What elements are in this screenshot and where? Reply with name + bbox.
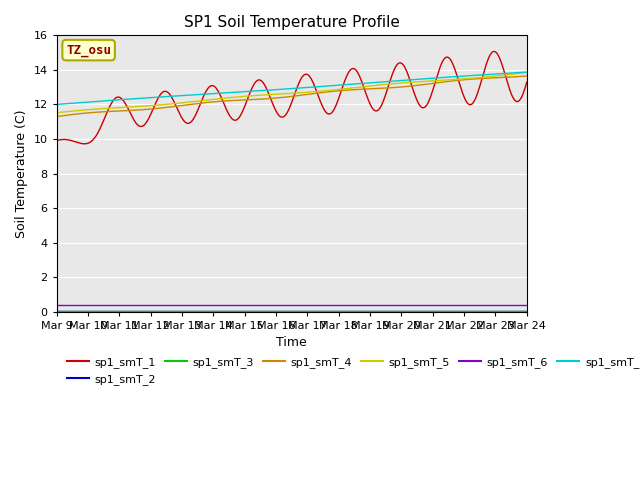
sp1_smT_5 [523,70,531,75]
sp1_smT_3 [53,309,61,314]
sp1_smT_6 [438,302,446,308]
sp1_smT_3 [438,309,446,314]
sp1_smT_7 [53,102,61,108]
sp1_smT_2 [279,308,287,314]
sp1_smT_1 [333,99,341,105]
Line: sp1_smT_5: sp1_smT_5 [57,72,527,113]
sp1_smT_2 [276,308,284,314]
sp1_smT_1 [308,77,316,83]
sp1_smT_1 [280,114,287,120]
sp1_smT_6 [523,302,531,308]
Title: SP1 Soil Temperature Profile: SP1 Soil Temperature Profile [184,15,400,30]
sp1_smT_6 [279,302,287,308]
sp1_smT_3 [523,309,531,314]
sp1_smT_2 [438,308,446,314]
sp1_smT_4 [523,73,531,79]
sp1_smT_4 [276,95,284,100]
sp1_smT_4 [511,74,519,80]
sp1_smT_5 [307,89,315,95]
sp1_smT_2 [307,308,315,314]
sp1_smT_4 [438,79,446,85]
sp1_smT_3 [511,309,519,314]
sp1_smT_6 [511,302,519,308]
sp1_smT_7 [279,86,287,92]
sp1_smT_2 [511,308,519,314]
sp1_smT_6 [276,302,284,308]
sp1_smT_4 [53,114,61,120]
sp1_smT_7 [523,69,531,75]
sp1_smT_6 [307,302,315,308]
sp1_smT_7 [307,84,315,90]
sp1_smT_2 [53,308,61,314]
sp1_smT_4 [279,95,287,100]
sp1_smT_2 [523,308,531,314]
sp1_smT_7 [511,70,519,76]
sp1_smT_4 [333,88,340,94]
sp1_smT_1 [523,79,531,85]
sp1_smT_5 [279,91,287,96]
sp1_smT_1 [277,114,285,120]
sp1_smT_1 [490,48,498,54]
sp1_smT_1 [513,99,521,105]
sp1_smT_4 [307,91,315,97]
sp1_smT_7 [276,86,284,92]
sp1_smT_5 [276,91,284,97]
sp1_smT_5 [333,87,340,93]
sp1_smT_6 [53,302,61,308]
X-axis label: Time: Time [276,336,307,349]
sp1_smT_5 [53,110,61,116]
sp1_smT_5 [438,77,446,83]
sp1_smT_1 [80,141,88,147]
sp1_smT_3 [276,309,284,314]
sp1_smT_1 [53,137,61,143]
Line: sp1_smT_4: sp1_smT_4 [57,76,527,117]
sp1_smT_3 [333,309,340,314]
Text: TZ_osu: TZ_osu [66,44,111,57]
sp1_smT_5 [511,71,519,77]
Line: sp1_smT_1: sp1_smT_1 [57,51,527,144]
sp1_smT_1 [439,58,447,63]
sp1_smT_7 [333,83,340,88]
sp1_smT_7 [438,75,446,81]
sp1_smT_6 [333,302,340,308]
sp1_smT_3 [307,309,315,314]
sp1_smT_2 [333,308,340,314]
Legend: sp1_smT_1, sp1_smT_2, sp1_smT_3, sp1_smT_4, sp1_smT_5, sp1_smT_6, sp1_smT_7: sp1_smT_1, sp1_smT_2, sp1_smT_3, sp1_smT… [62,353,640,389]
Y-axis label: Soil Temperature (C): Soil Temperature (C) [15,109,28,238]
sp1_smT_3 [279,309,287,314]
Line: sp1_smT_7: sp1_smT_7 [57,72,527,105]
